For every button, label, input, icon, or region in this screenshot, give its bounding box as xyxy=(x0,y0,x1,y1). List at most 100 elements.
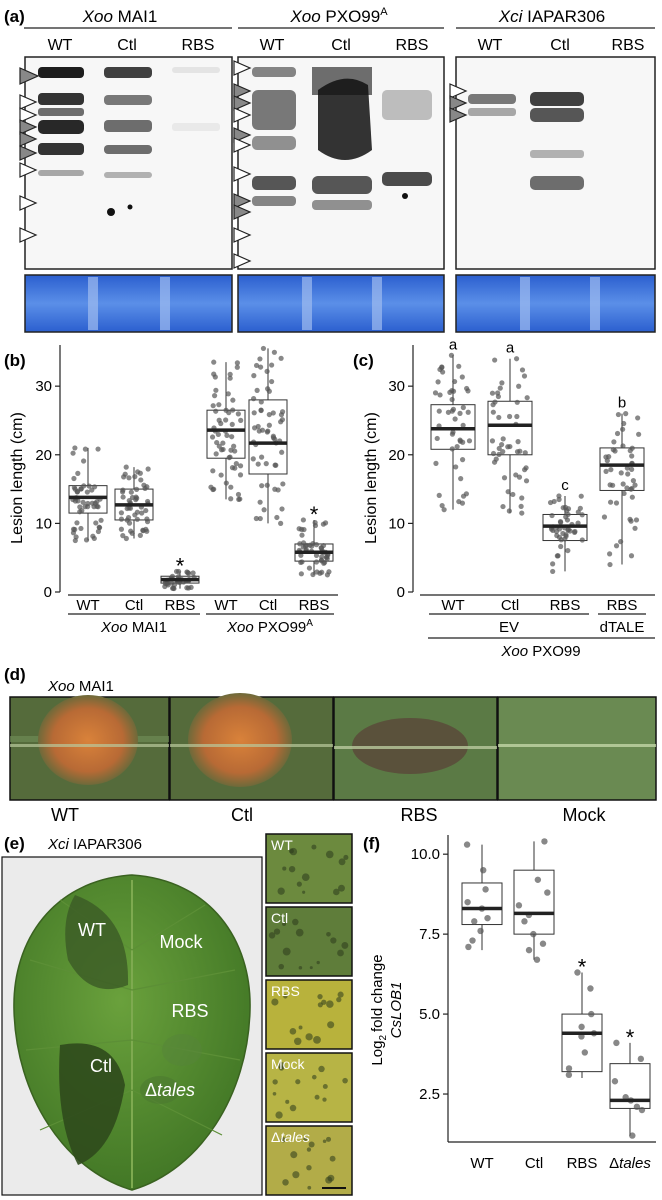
data-point xyxy=(214,439,220,446)
data-point xyxy=(269,362,275,368)
data-point xyxy=(279,409,286,415)
data-point xyxy=(120,533,126,539)
y-tick-label: 5.0 xyxy=(419,1006,440,1023)
data-point xyxy=(216,402,222,408)
y-tick-label: 30 xyxy=(35,378,52,395)
data-point xyxy=(447,389,453,395)
blot2-image xyxy=(233,56,445,270)
box-3: b xyxy=(599,395,645,568)
data-point xyxy=(623,411,629,417)
data-point xyxy=(572,528,578,535)
data-point xyxy=(125,515,132,521)
data-point xyxy=(211,392,218,399)
data-point xyxy=(307,542,313,548)
data-point xyxy=(123,464,129,470)
data-point xyxy=(465,943,472,951)
y-tick-label: 7.5 xyxy=(419,926,440,943)
blot3-image xyxy=(449,56,656,270)
data-point xyxy=(459,374,465,380)
thumb-spot xyxy=(322,1097,327,1102)
data-point xyxy=(89,500,95,506)
thumb-spot xyxy=(292,918,299,926)
x-tick-label: RBS xyxy=(299,597,330,614)
data-point xyxy=(490,402,496,408)
data-point xyxy=(298,571,304,577)
data-point xyxy=(633,517,640,523)
data-point xyxy=(320,521,326,527)
data-point xyxy=(261,507,267,513)
x-tick-label: WT xyxy=(470,1155,493,1172)
data-point xyxy=(492,357,498,363)
data-point xyxy=(436,408,442,414)
data-point xyxy=(82,504,88,510)
data-point xyxy=(452,378,458,385)
x-tick-label: RBS xyxy=(607,597,638,614)
data-point xyxy=(525,946,533,954)
y-tick-label: 20 xyxy=(388,447,405,464)
data-point xyxy=(638,1106,646,1114)
data-point xyxy=(274,514,280,521)
data-point xyxy=(521,918,528,925)
data-point xyxy=(560,505,566,511)
data-point xyxy=(266,411,272,418)
data-point xyxy=(233,461,239,467)
data-point xyxy=(120,494,126,500)
data-point xyxy=(132,474,138,480)
leaf-photo-wt xyxy=(9,695,170,801)
data-point xyxy=(620,481,626,487)
panel-d-label-rbs: RBS xyxy=(400,805,437,825)
data-point xyxy=(257,515,263,522)
data-point xyxy=(482,886,489,893)
leaf-photo-rbs xyxy=(333,696,498,801)
thumb-spot xyxy=(322,1083,328,1089)
thumb-spot xyxy=(289,1104,297,1112)
data-point xyxy=(224,432,230,439)
data-point xyxy=(314,569,320,575)
data-point xyxy=(624,485,630,491)
thumb-spot xyxy=(325,850,334,859)
thumb-spot xyxy=(336,996,342,1003)
data-point xyxy=(625,471,631,477)
data-point xyxy=(610,447,616,453)
data-point xyxy=(71,475,77,482)
data-point xyxy=(230,397,236,403)
data-point xyxy=(215,431,221,438)
data-point xyxy=(190,570,196,576)
thumb-spot xyxy=(317,994,323,1000)
data-point xyxy=(145,466,151,472)
data-point xyxy=(448,352,455,358)
data-point xyxy=(81,458,87,464)
data-point xyxy=(489,390,496,396)
data-point xyxy=(480,866,487,874)
data-point xyxy=(565,1065,573,1072)
data-point xyxy=(514,413,520,420)
data-point xyxy=(313,559,320,565)
thumb-label: RBS xyxy=(271,983,300,999)
thumb-spot xyxy=(271,998,279,1006)
data-point xyxy=(264,368,270,374)
x-tick-label: RBS xyxy=(165,597,196,614)
data-point xyxy=(514,449,521,455)
blot1-lane-wt: WT xyxy=(48,37,73,54)
data-point xyxy=(259,483,265,489)
chart-f-ylabel-line2: CsLOB1 xyxy=(388,982,405,1039)
thumb-spot xyxy=(289,1028,297,1035)
data-point xyxy=(227,375,233,381)
data-point xyxy=(524,395,530,401)
x-tick-label: RBS xyxy=(567,1155,598,1172)
data-point xyxy=(460,493,467,499)
data-point xyxy=(129,494,136,501)
x-tick-label: Ctl xyxy=(125,597,143,614)
data-point xyxy=(280,481,286,487)
thumb-spot xyxy=(314,1094,320,1100)
blot2-lane-wt: WT xyxy=(260,37,285,54)
data-point xyxy=(228,496,234,502)
significance-label: * xyxy=(176,553,185,578)
data-point xyxy=(229,421,235,428)
data-point xyxy=(213,408,219,414)
data-point xyxy=(256,428,262,434)
data-point xyxy=(230,407,236,413)
data-point xyxy=(454,443,460,450)
data-point xyxy=(495,390,501,396)
data-point xyxy=(298,552,304,558)
